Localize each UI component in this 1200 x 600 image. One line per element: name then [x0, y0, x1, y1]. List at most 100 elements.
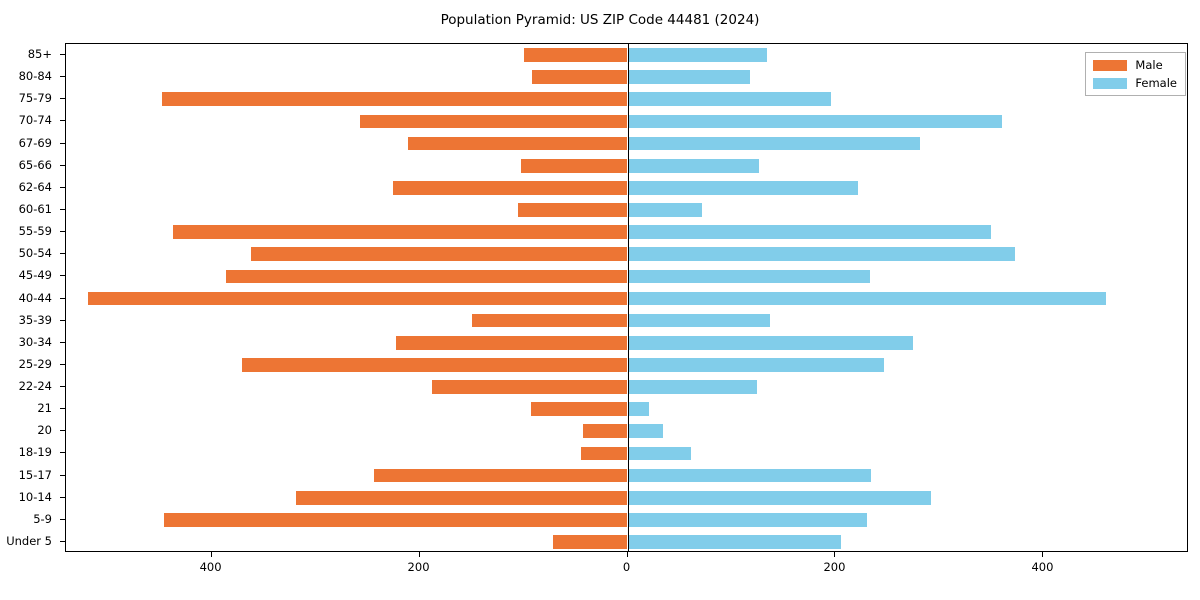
bar-group [66, 269, 1187, 284]
y-tick-label: 45-49 [18, 268, 52, 283]
y-tick-mark [60, 186, 65, 188]
bar-female [627, 291, 1106, 306]
zero-axis-line [627, 44, 629, 551]
bar-group [66, 424, 1187, 439]
bar-female [627, 468, 871, 483]
bar-female [627, 203, 703, 217]
y-tick-label: 10-14 [18, 489, 52, 504]
y-tick-mark [60, 231, 65, 233]
bar-group [66, 490, 1187, 505]
page-title: Population Pyramid: US ZIP Code 44481 (2… [440, 12, 760, 28]
bar-female [627, 48, 767, 62]
y-tick-label: 80-84 [18, 69, 52, 84]
bar-group [66, 402, 1187, 416]
bar-male [432, 380, 628, 394]
x-tick-label: 400 [199, 560, 222, 574]
bar-female [627, 335, 914, 350]
bar-male [531, 70, 628, 85]
y-tick-label: 30-34 [18, 334, 52, 349]
bar-female [627, 512, 867, 527]
bar-male [582, 424, 628, 439]
y-tick-label: 15-17 [18, 467, 52, 482]
bar-female [627, 247, 1016, 262]
bar-group [66, 468, 1187, 483]
bar-female [627, 225, 992, 239]
bar-female [627, 402, 650, 416]
bar-group [66, 180, 1187, 195]
bar-group [66, 358, 1187, 372]
legend-swatch [1093, 59, 1128, 71]
bar-female [627, 92, 832, 107]
bar-group [66, 335, 1187, 350]
y-tick-label: 70-74 [18, 113, 52, 128]
bar-female [627, 535, 841, 549]
bar-male [173, 225, 628, 239]
bar-group [66, 446, 1187, 461]
y-tick-label: 20 [37, 423, 52, 438]
y-tick-mark [60, 474, 65, 476]
x-tick-label: 200 [823, 560, 846, 574]
bar-group [66, 291, 1187, 306]
x-tick-mark [418, 552, 420, 557]
y-tick-label: Under 5 [6, 533, 52, 548]
bar-male [408, 136, 628, 151]
y-tick-mark [60, 98, 65, 100]
y-tick-label: 18-19 [18, 445, 52, 460]
bar-male [241, 358, 628, 372]
bar-female [627, 358, 885, 372]
y-tick-mark [60, 142, 65, 144]
bar-male [471, 313, 628, 328]
y-tick-mark [60, 120, 65, 122]
bar-female [627, 180, 859, 195]
y-tick-label: 85+ [27, 47, 52, 62]
y-tick-mark [60, 540, 65, 542]
bar-male [163, 512, 628, 527]
legend-item: Male [1093, 58, 1177, 72]
y-tick-mark [60, 386, 65, 388]
y-tick-mark [60, 408, 65, 410]
legend-label: Female [1135, 76, 1177, 90]
y-tick-mark [60, 76, 65, 78]
x-tick-label: 0 [622, 560, 631, 574]
y-tick-mark [60, 253, 65, 255]
legend-label: Male [1135, 58, 1163, 72]
y-tick-label: 21 [37, 401, 52, 416]
y-tick-label: 67-69 [18, 135, 52, 150]
y-tick-mark [60, 297, 65, 299]
y-tick-mark [60, 164, 65, 166]
bar-group [66, 158, 1187, 173]
bar-male [530, 402, 628, 416]
bar-female [627, 313, 770, 328]
bar-female [627, 490, 932, 505]
bar-male [295, 490, 628, 505]
bar-group [66, 92, 1187, 107]
y-tick-mark [60, 518, 65, 520]
bar-male [523, 48, 628, 62]
plot-area [65, 43, 1188, 552]
y-tick-label: 50-54 [18, 246, 52, 261]
y-axis-labels: 85+ 80-84 75-79 70-74 67-69 65-66 62-64 60-61 55… [0, 43, 1200, 552]
y-tick-mark [60, 496, 65, 498]
legend-swatch [1093, 77, 1128, 89]
bar-group [66, 535, 1187, 549]
y-tick-label: 5-9 [33, 511, 52, 526]
y-tick-label: 75-79 [18, 91, 52, 106]
bar-female [627, 446, 691, 461]
bar-male [373, 468, 628, 483]
x-tick-mark [834, 552, 836, 557]
y-tick-label: 62-64 [18, 179, 52, 194]
y-tick-mark [60, 208, 65, 210]
y-tick-mark [60, 452, 65, 454]
bar-male [518, 203, 628, 217]
y-tick-mark [60, 430, 65, 432]
bar-female [627, 158, 759, 173]
bar-male [161, 92, 628, 107]
bar-male [251, 247, 628, 262]
bar-male [87, 291, 628, 306]
y-tick-label: 55-59 [18, 224, 52, 239]
bar-group [66, 247, 1187, 262]
bar-female [627, 269, 870, 284]
y-tick-mark [60, 275, 65, 277]
y-tick-label: 40-44 [18, 290, 52, 305]
